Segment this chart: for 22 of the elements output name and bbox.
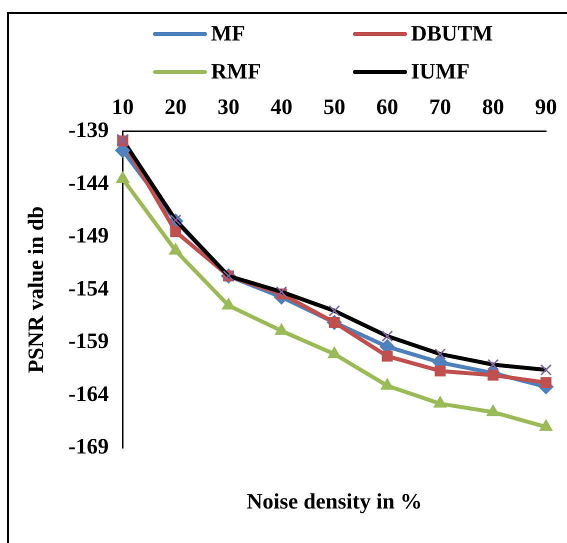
x-tick-label: 20: [164, 94, 187, 119]
legend-label: MF: [211, 20, 246, 46]
x-axis-title: Noise density in %: [246, 488, 422, 514]
y-tick-label: -139: [68, 117, 109, 142]
legend-label: IUMF: [411, 58, 470, 84]
x-tick-label: 90: [535, 94, 557, 119]
legend-label: DBUTM: [411, 20, 494, 46]
x-tick-label: 30: [218, 94, 240, 119]
x-tick-label: 40: [270, 94, 292, 119]
x-tick-label: 70: [429, 94, 452, 119]
y-tick-label: -144: [68, 170, 109, 195]
y-tick-label: -154: [68, 275, 109, 300]
y-tick-label: -149: [68, 222, 109, 248]
x-tick-label: 50: [323, 94, 346, 119]
legend-label: RMF: [211, 58, 262, 84]
y-tick-label: -169: [68, 434, 109, 459]
x-tick-label: 80: [482, 94, 504, 119]
x-tick-label: 10: [112, 94, 134, 119]
y-tick-label: -159: [68, 328, 109, 354]
x-tick-label: 60: [376, 94, 398, 119]
y-axis-title: PSNR value in db: [22, 206, 48, 374]
y-tick-label: -164: [68, 380, 109, 406]
